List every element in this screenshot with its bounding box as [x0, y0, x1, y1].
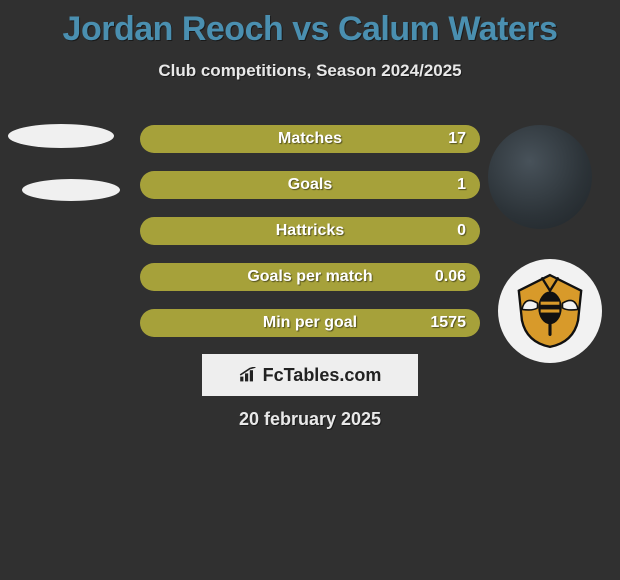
stat-label: Hattricks: [140, 217, 480, 245]
stat-row: Matches 17: [140, 125, 480, 153]
comparison-subtitle: Club competitions, Season 2024/2025: [0, 61, 620, 81]
stat-row: Hattricks 0: [140, 217, 480, 245]
stat-value: 1: [457, 171, 466, 199]
stat-row: Goals per match 0.06: [140, 263, 480, 291]
stat-value: 1575: [430, 309, 466, 337]
player1-placeholder-ellipse: [8, 124, 114, 148]
snapshot-date: 20 february 2025: [0, 409, 620, 430]
stat-label: Matches: [140, 125, 480, 153]
stat-value: 17: [448, 125, 466, 153]
site-logo[interactable]: FcTables.com: [202, 354, 418, 396]
stat-row: Goals 1: [140, 171, 480, 199]
stat-value: 0: [457, 217, 466, 245]
site-logo-text: FcTables.com: [263, 365, 382, 386]
player2-avatar-circle: [488, 125, 592, 229]
stats-bars: Matches 17 Goals 1 Hattricks 0 Goals per…: [140, 125, 480, 355]
stat-label: Goals per match: [140, 263, 480, 291]
player2-club-badge: [498, 259, 602, 363]
stat-value: 0.06: [435, 263, 466, 291]
player1-club-placeholder-ellipse: [22, 179, 120, 201]
stat-row: Min per goal 1575: [140, 309, 480, 337]
stat-label: Min per goal: [140, 309, 480, 337]
bar-chart-icon: [239, 367, 259, 383]
club-badge-icon: [511, 272, 589, 350]
comparison-title: Jordan Reoch vs Calum Waters: [0, 0, 620, 49]
stat-label: Goals: [140, 171, 480, 199]
